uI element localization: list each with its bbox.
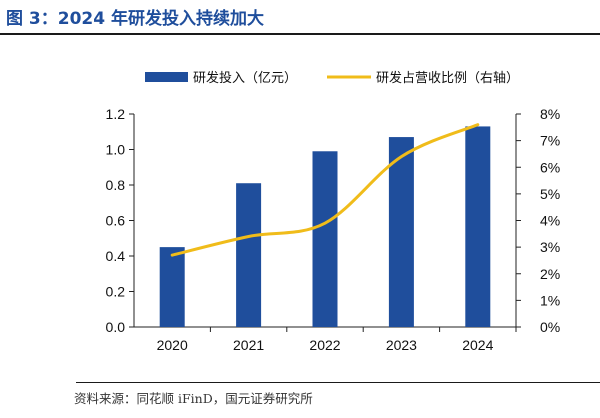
bar: [465, 126, 491, 327]
right-tick-label: 4%: [540, 213, 560, 229]
x-tick-label: 2022: [309, 337, 340, 353]
left-tick-label: 0.6: [106, 213, 126, 229]
source-rule: [76, 382, 600, 383]
left-tick-label: 0.8: [106, 177, 126, 193]
line-path: [170, 123, 480, 257]
right-tick-label: 0%: [540, 319, 560, 335]
title-rule: [0, 33, 600, 35]
x-tick-label: 2021: [233, 337, 264, 353]
right-tick-label: 7%: [540, 133, 560, 149]
left-tick-label: 0.4: [106, 248, 126, 264]
line-series: [170, 123, 480, 257]
x-tick-label: 2024: [462, 337, 493, 353]
bars: [159, 126, 491, 327]
x-tick-label: 2023: [386, 337, 417, 353]
left-tick-label: 0.2: [106, 284, 126, 300]
bar: [236, 183, 262, 327]
legend-line-label: 研发占营收比例（右轴）: [376, 70, 519, 86]
legend: 研发投入（亿元） 研发占营收比例（右轴）: [145, 70, 519, 86]
legend-bar-label: 研发投入（亿元）: [193, 70, 297, 86]
right-tick-label: 6%: [540, 159, 560, 175]
bar: [159, 247, 185, 327]
bar: [388, 137, 414, 327]
left-tick-label: 1.2: [106, 106, 126, 122]
x-tick-label: 2020: [157, 337, 188, 353]
right-tick-label: 3%: [540, 239, 560, 255]
right-tick-label: 5%: [540, 186, 560, 202]
legend-bar-swatch: [145, 72, 188, 82]
left-tick-label: 0.0: [106, 319, 126, 335]
right-tick-label: 1%: [540, 292, 560, 308]
source-note: 资料来源：同花顺 iFinD，国元证券研究所: [74, 391, 313, 406]
tick-labels: 0.0 0.2 0.4 0.6 0.8 1.0 1.2 0% 1% 2% 3% 4% 5% 6% 7% 8% 2…: [106, 106, 561, 353]
figure-title: 图 3：2024 年研发投入持续加大: [6, 9, 264, 29]
right-tick-label: 8%: [540, 106, 560, 122]
left-tick-label: 1.0: [106, 142, 126, 158]
right-tick-label: 2%: [540, 266, 560, 282]
bar: [312, 151, 338, 327]
